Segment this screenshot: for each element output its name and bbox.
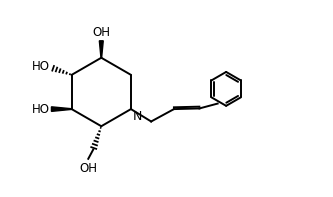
- Polygon shape: [51, 107, 72, 111]
- Text: HO: HO: [32, 60, 50, 73]
- Text: N: N: [133, 110, 142, 123]
- Polygon shape: [99, 41, 103, 58]
- Text: HO: HO: [32, 103, 50, 116]
- Text: OH: OH: [79, 162, 97, 175]
- Text: OH: OH: [92, 26, 110, 39]
